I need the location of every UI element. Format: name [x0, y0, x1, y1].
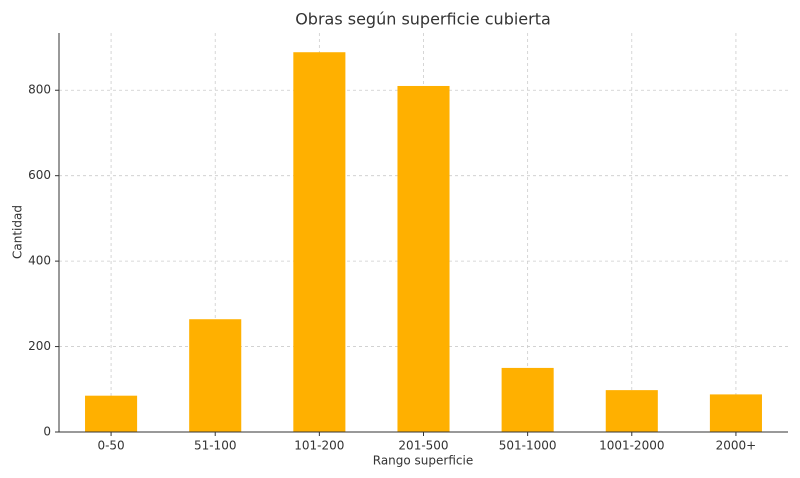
x-tick-label: 2000+	[716, 439, 757, 453]
y-tick-label: 200	[28, 339, 51, 353]
bar	[293, 52, 346, 433]
x-axis-label: Rango superficie	[373, 454, 473, 468]
bar	[85, 395, 138, 432]
y-tick-label: 0	[43, 425, 51, 439]
y-axis-label: Cantidad	[11, 205, 25, 259]
bar	[709, 394, 762, 432]
bar	[605, 390, 658, 432]
x-tick-label: 201-500	[398, 439, 448, 453]
y-tick-label: 800	[28, 83, 51, 97]
bar	[189, 319, 242, 432]
bar	[501, 367, 554, 432]
y-tick-label: 600	[28, 168, 51, 182]
x-tick-label: 51-100	[194, 439, 237, 453]
x-tick-label: 1001-2000	[599, 439, 664, 453]
x-tick-label: 0-50	[97, 439, 124, 453]
x-tick-label: 101-200	[294, 439, 344, 453]
x-tick-label: 501-1000	[499, 439, 557, 453]
chart-title: Obras según superficie cubierta	[295, 10, 551, 29]
bar	[397, 85, 450, 432]
y-tick-label: 400	[28, 254, 51, 268]
